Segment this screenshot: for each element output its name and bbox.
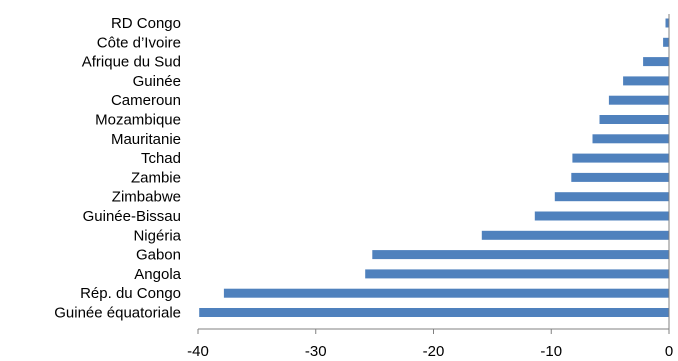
bar-cameroun (608, 95, 669, 105)
bar-tchad (572, 153, 669, 163)
bar-zimbabwe (554, 192, 669, 202)
category-label: Côte d’Ivoire (97, 34, 181, 51)
category-label: Zambie (131, 169, 181, 186)
category-labels-group: RD Congo Côte d’Ivoire Afrique du Sud Guiné… (54, 15, 181, 322)
category-label: Nigéria (133, 227, 181, 244)
category-label: Gabon (136, 247, 181, 264)
x-tick-label: -10 (540, 343, 562, 360)
category-label: Mozambique (95, 112, 181, 129)
x-tick-label: 0 (665, 343, 673, 360)
x-tick-label: -20 (423, 343, 445, 360)
bar-mauritanie (592, 134, 669, 144)
bars-group (199, 18, 669, 317)
bar-rd-congo (665, 18, 669, 28)
bar-guin-e-quatoriale (199, 308, 669, 317)
bar-c-te-d-ivoire (663, 37, 669, 47)
x-tick-label: -30 (305, 343, 327, 360)
bar-r-p-du-congo (223, 288, 669, 298)
category-label: Guinée équatoriale (54, 305, 181, 322)
bar-guin-e (623, 76, 669, 86)
category-label: Guinée (133, 73, 181, 90)
category-label: Angola (134, 266, 181, 283)
category-label: Cameroun (111, 92, 181, 109)
category-label: Afrique du Sud (82, 54, 181, 71)
category-label: Mauritanie (111, 131, 181, 148)
bar-zambie (571, 172, 669, 182)
bar-afrique-du-sud (643, 57, 669, 67)
bar-angola (365, 269, 669, 279)
x-axis: -40 -30 -20 -10 0 (187, 14, 673, 360)
category-label: Tchad (141, 150, 181, 167)
category-label: Zimbabwe (112, 189, 181, 206)
bar-nig-ria (481, 230, 669, 240)
category-label: RD Congo (111, 15, 181, 32)
bar-mozambique (599, 115, 669, 124)
bar-gabon (372, 250, 669, 260)
x-tick-label: -40 (187, 343, 209, 360)
category-label: Guinée-Bissau (83, 208, 181, 225)
bar-guin-e-bissau (534, 211, 669, 221)
category-label: Rép. du Congo (80, 285, 181, 302)
